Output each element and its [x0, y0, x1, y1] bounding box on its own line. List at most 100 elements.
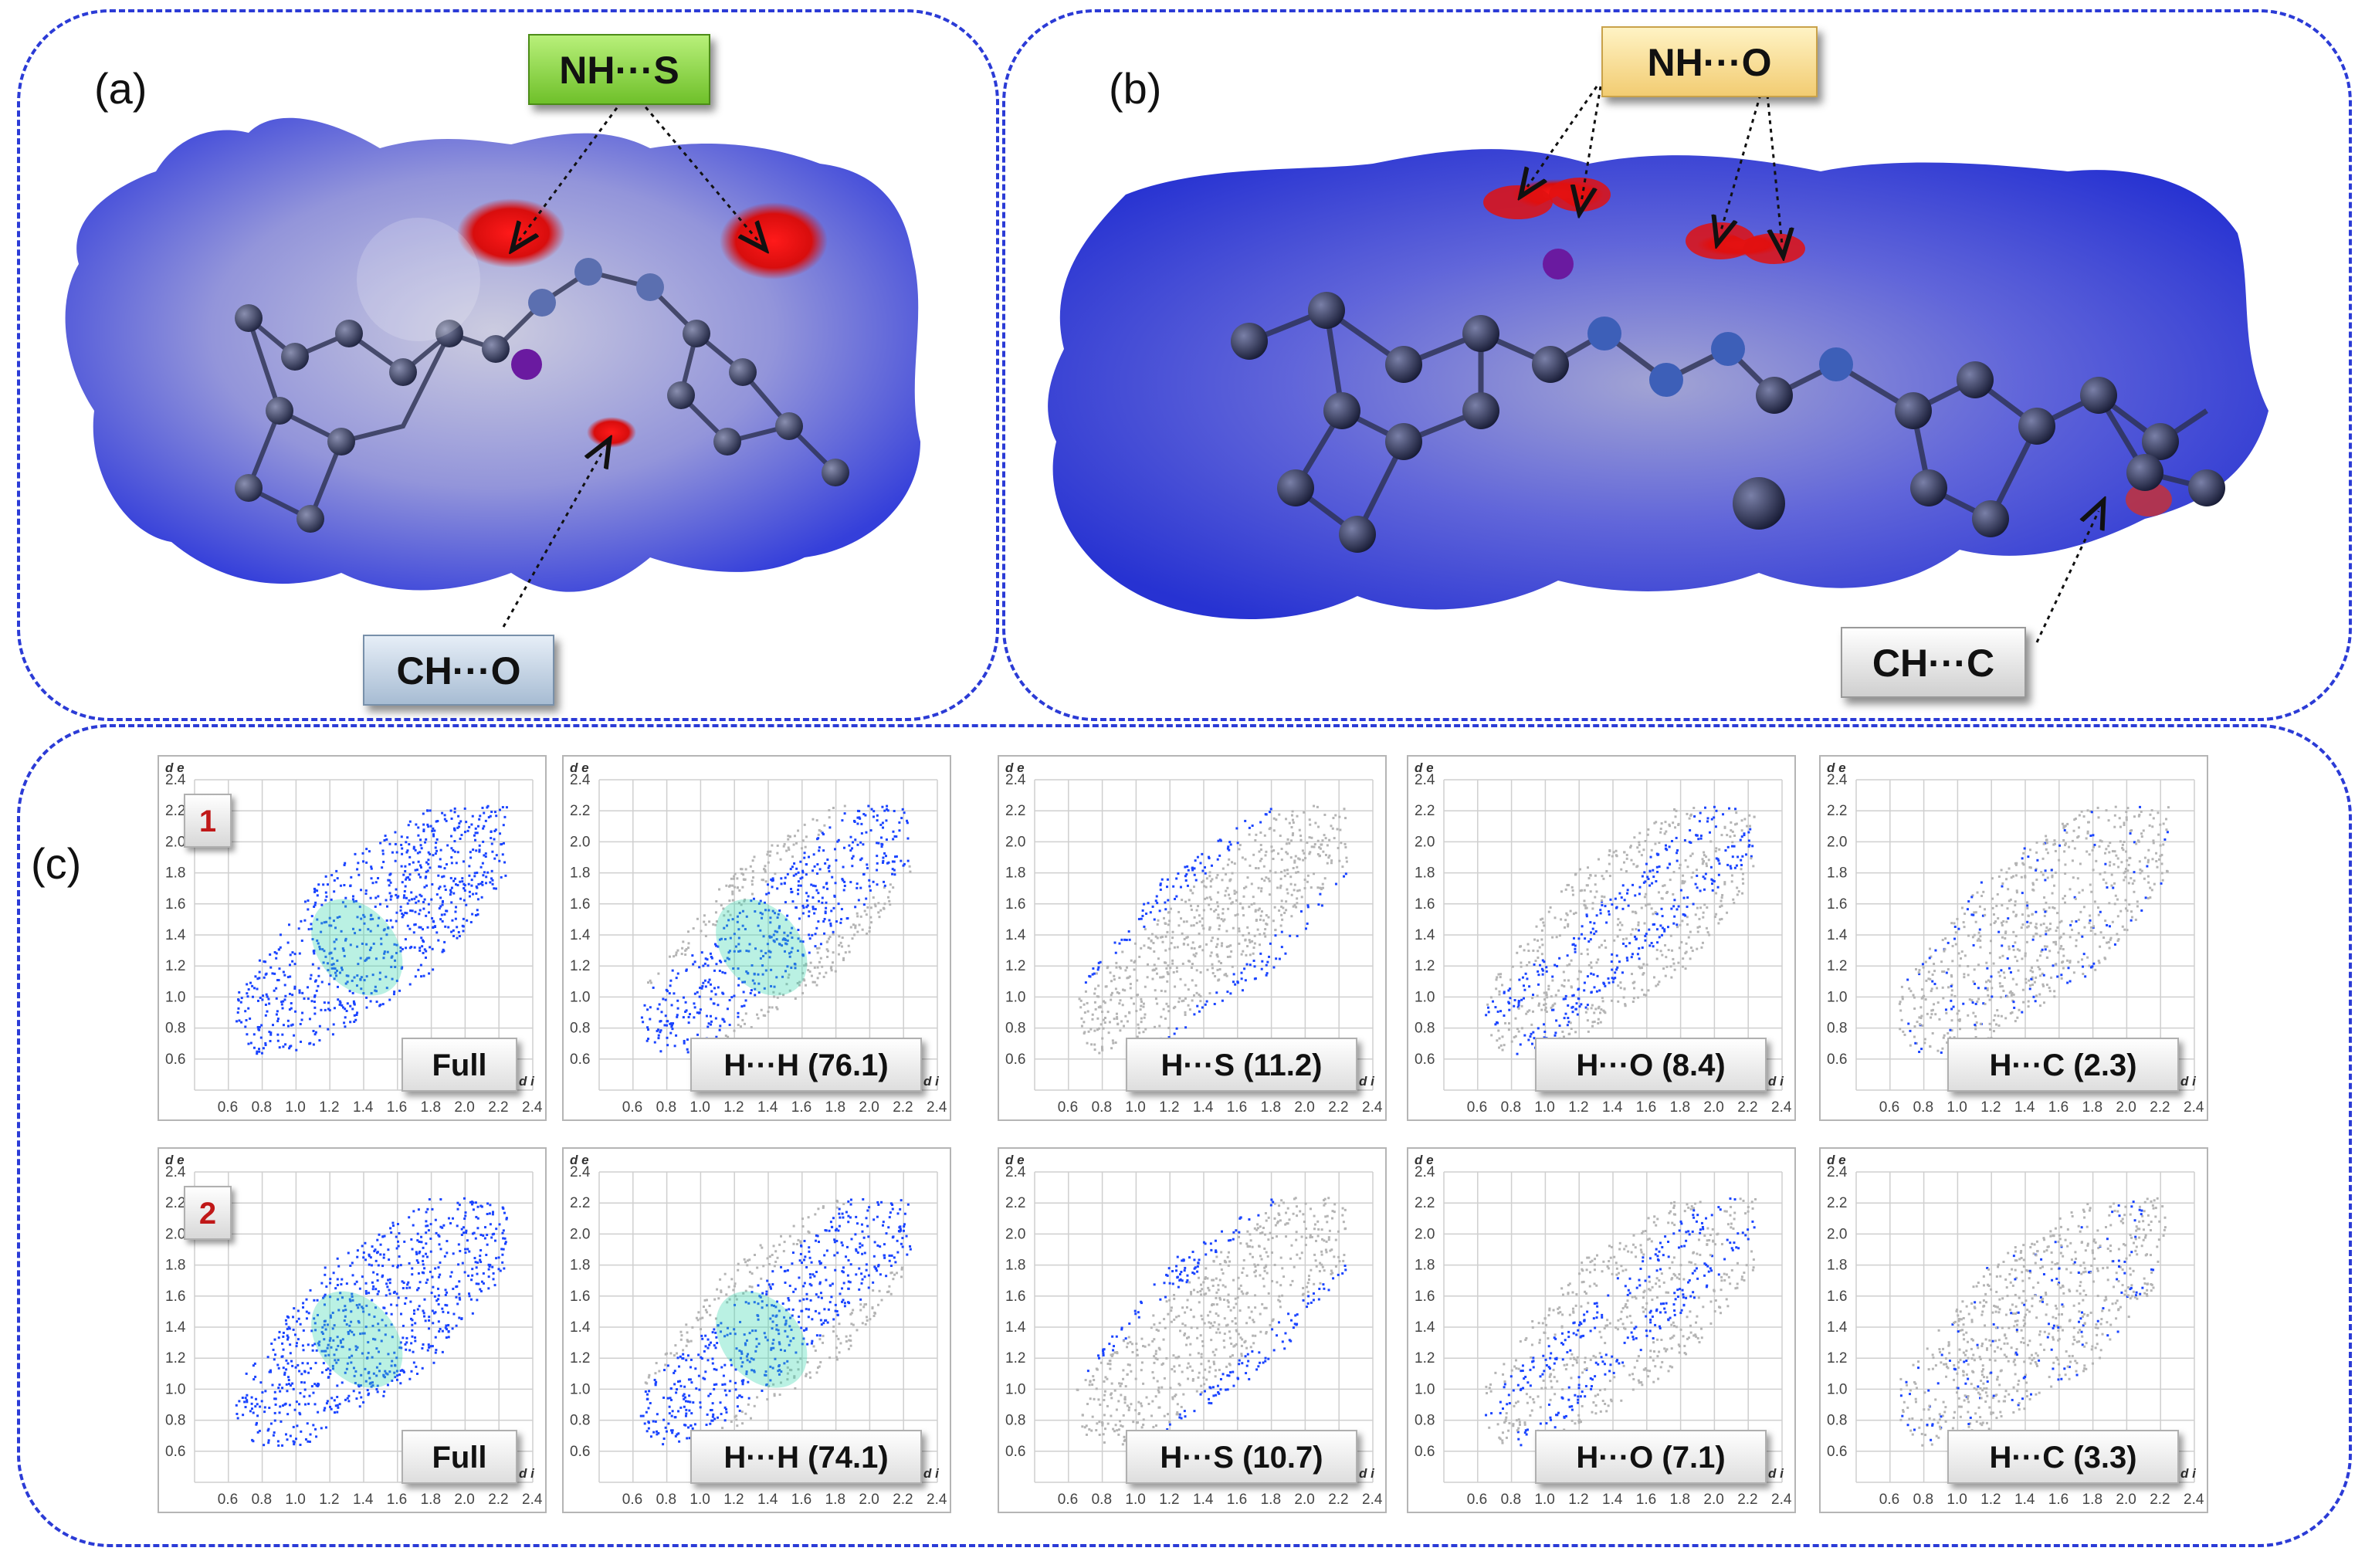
y-axis-name: d e: [1827, 1153, 1846, 1167]
x-tick-label: 2.2: [2150, 1492, 2170, 1508]
x-tick-label: 1.4: [2014, 1492, 2035, 1508]
x-tick-label: 0.6: [218, 1492, 238, 1508]
x-tick-label: 2.2: [1737, 1099, 1757, 1116]
callout-nh-s: NH···S: [528, 34, 710, 105]
y-tick-label: 1.2: [1827, 958, 1847, 974]
x-tick-label: 1.4: [1602, 1099, 1623, 1116]
panel-a-frame: [17, 9, 999, 721]
y-tick-label: 1.4: [165, 927, 186, 943]
y-tick-label: 1.2: [1827, 1350, 1847, 1366]
x-tick-label: 2.0: [1294, 1099, 1314, 1116]
y-tick-label: 2.0: [1827, 1226, 1847, 1242]
y-tick-label: 0.8: [1005, 1021, 1025, 1037]
y-tick-label: 2.4: [1005, 1164, 1026, 1180]
y-tick-label: 1.4: [1005, 1319, 1026, 1336]
fingerprint-label: H···S (11.2): [1126, 1038, 1357, 1092]
x-tick-label: 2.2: [1328, 1492, 1348, 1508]
x-tick-label: 1.8: [825, 1099, 845, 1116]
callout-ch-o: CH···O: [363, 635, 554, 706]
y-tick-label: 2.2: [570, 803, 590, 819]
y-tick-label: 1.2: [570, 958, 590, 974]
x-tick-label: 2.4: [1771, 1492, 1792, 1508]
fingerprint-plot-1-2: 2.4 2.2 2.0 1.8 1.6 1.4 1.2 1.0 0.8 0.6 0.6 0.8 1.0 1…: [562, 755, 951, 1121]
y-tick-label: 0.8: [570, 1021, 590, 1037]
x-tick-label: 1.6: [1227, 1492, 1247, 1508]
x-tick-label: 0.8: [1092, 1099, 1112, 1116]
y-tick-label: 2.4: [1415, 1164, 1435, 1180]
x-tick-label: 0.8: [1913, 1099, 1933, 1116]
y-tick-label: 1.0: [1005, 1381, 1025, 1397]
y-tick-label: 1.0: [1827, 989, 1847, 1005]
fingerprint-label: H···O (7.1): [1535, 1430, 1767, 1484]
x-tick-label: 1.2: [319, 1099, 339, 1116]
x-tick-label: 1.0: [1947, 1492, 1967, 1508]
x-tick-label: 1.2: [319, 1492, 339, 1508]
x-tick-label: 2.0: [454, 1099, 474, 1116]
x-tick-label: 1.6: [387, 1099, 407, 1116]
y-tick-label: 0.6: [1415, 1052, 1435, 1068]
y-tick-label: 1.8: [165, 1258, 185, 1274]
y-tick-label: 2.0: [1415, 1226, 1435, 1242]
x-tick-label: 1.0: [690, 1492, 710, 1508]
y-axis-name: d e: [1827, 760, 1846, 775]
y-tick-label: 1.0: [1415, 989, 1435, 1005]
y-tick-label: 1.8: [165, 865, 185, 882]
x-tick-label: 0.8: [1913, 1492, 1933, 1508]
y-tick-label: 0.6: [1415, 1444, 1435, 1460]
x-tick-label: 1.2: [723, 1492, 744, 1508]
x-tick-label: 0.8: [656, 1492, 676, 1508]
x-axis-name: d i: [1359, 1466, 1375, 1481]
x-tick-label: 0.6: [218, 1099, 238, 1116]
x-tick-label: 0.6: [1467, 1099, 1487, 1116]
x-tick-label: 1.2: [1159, 1492, 1179, 1508]
y-axis-name: d e: [1005, 1153, 1025, 1167]
x-tick-label: 0.8: [656, 1099, 676, 1116]
x-tick-label: 1.0: [690, 1099, 710, 1116]
y-tick-label: 0.6: [165, 1052, 185, 1068]
y-tick-label: 0.6: [570, 1444, 590, 1460]
x-tick-label: 1.8: [1261, 1099, 1281, 1116]
y-tick-label: 1.4: [570, 927, 591, 943]
x-tick-label: 1.6: [1227, 1099, 1247, 1116]
y-tick-label: 1.2: [1415, 1350, 1435, 1366]
panel-b-frame: [1002, 9, 2352, 721]
x-tick-label: 1.2: [1980, 1492, 2001, 1508]
x-tick-label: 1.0: [1125, 1492, 1145, 1508]
x-tick-label: 1.4: [2014, 1099, 2035, 1116]
y-tick-label: 0.6: [570, 1052, 590, 1068]
y-tick-label: 1.0: [570, 989, 590, 1005]
x-tick-label: 1.4: [757, 1099, 778, 1116]
y-tick-label: 1.4: [1005, 927, 1026, 943]
y-tick-label: 2.0: [165, 834, 185, 850]
x-tick-label: 1.2: [1159, 1099, 1179, 1116]
x-tick-label: 2.4: [927, 1099, 947, 1116]
x-tick-label: 0.6: [1058, 1492, 1078, 1508]
x-tick-label: 1.8: [1670, 1492, 1690, 1508]
fingerprint-label: Full: [402, 1430, 517, 1484]
panel-c-frame: [17, 724, 2352, 1547]
panel-b-label: (b): [1109, 64, 1162, 113]
x-tick-label: 1.6: [1636, 1492, 1656, 1508]
x-tick-label: 0.8: [252, 1492, 272, 1508]
x-tick-label: 2.4: [2184, 1099, 2204, 1116]
x-axis-name: d i: [2180, 1466, 2197, 1481]
x-tick-label: 2.2: [1737, 1492, 1757, 1508]
x-tick-label: 0.8: [1092, 1492, 1112, 1508]
x-tick-label: 2.0: [859, 1492, 879, 1508]
x-tick-label: 0.8: [1501, 1099, 1521, 1116]
fingerprint-plot-1-5: 2.4 2.2 2.0 1.8 1.6 1.4 1.2 1.0 0.8 0.6 0.6 0.8 1.0 1…: [1819, 755, 2208, 1121]
y-tick-label: 2.4: [570, 1164, 591, 1180]
x-tick-label: 1.8: [825, 1492, 845, 1508]
x-tick-label: 1.6: [791, 1492, 811, 1508]
y-tick-label: 1.0: [1827, 1381, 1847, 1397]
callout-ch-c: CH···C: [1841, 627, 2026, 698]
x-tick-label: 2.2: [1328, 1099, 1348, 1116]
hirshfeld-surface-a: [65, 93, 921, 628]
y-tick-label: 0.8: [1827, 1413, 1847, 1429]
fingerprint-label: H···H (74.1): [690, 1430, 922, 1484]
y-axis-name: d e: [570, 760, 589, 775]
y-tick-label: 0.8: [1415, 1021, 1435, 1037]
x-tick-label: 1.2: [1568, 1492, 1588, 1508]
y-tick-label: 0.8: [1415, 1413, 1435, 1429]
x-tick-label: 2.0: [1703, 1492, 1723, 1508]
